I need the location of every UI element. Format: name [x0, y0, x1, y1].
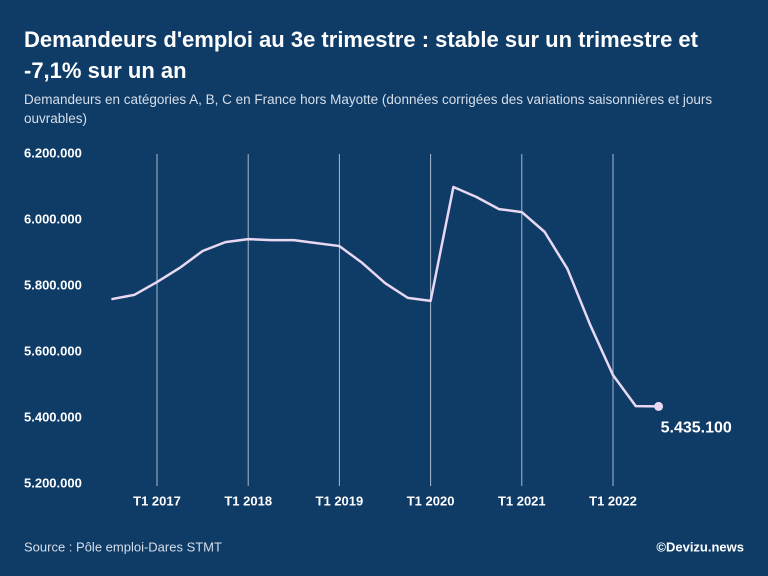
value-label: 5.435.100	[661, 420, 732, 437]
y-tick-label: 5.600.000	[24, 343, 82, 358]
x-tick-label: T1 2017	[133, 493, 181, 508]
x-tick-label: T1 2020	[407, 493, 455, 508]
y-tick-label: 6.000.000	[24, 211, 82, 226]
x-tick-label: T1 2019	[316, 493, 364, 508]
y-tick-label: 5.800.000	[24, 277, 82, 292]
y-tick-label: 5.400.000	[24, 409, 82, 424]
x-tick-label: T1 2022	[589, 493, 637, 508]
y-tick-label: 6.200.000	[24, 145, 82, 160]
chart-subtitle: Demandeurs en catégories A, B, C en Fran…	[24, 92, 713, 126]
source: Source : Pôle emploi-Dares STMT	[24, 539, 222, 554]
end-point	[654, 401, 664, 411]
y-tick-label: 5.200.000	[24, 475, 82, 490]
line	[111, 185, 659, 408]
chart-title: Demandeurs d'emploi au 3e trimestre : st…	[24, 27, 698, 83]
x-tick-label: T1 2021	[498, 493, 546, 508]
x-tick-label: T1 2018	[224, 493, 272, 508]
credit: ©Devizu.news	[656, 539, 744, 554]
